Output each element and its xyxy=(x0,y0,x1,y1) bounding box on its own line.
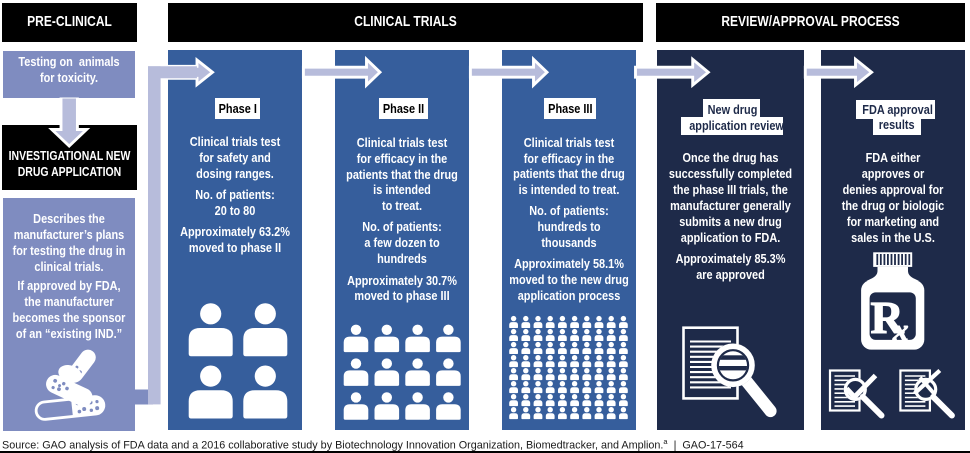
svg-text:R: R xyxy=(871,292,905,343)
svg-text:x: x xyxy=(892,312,909,347)
